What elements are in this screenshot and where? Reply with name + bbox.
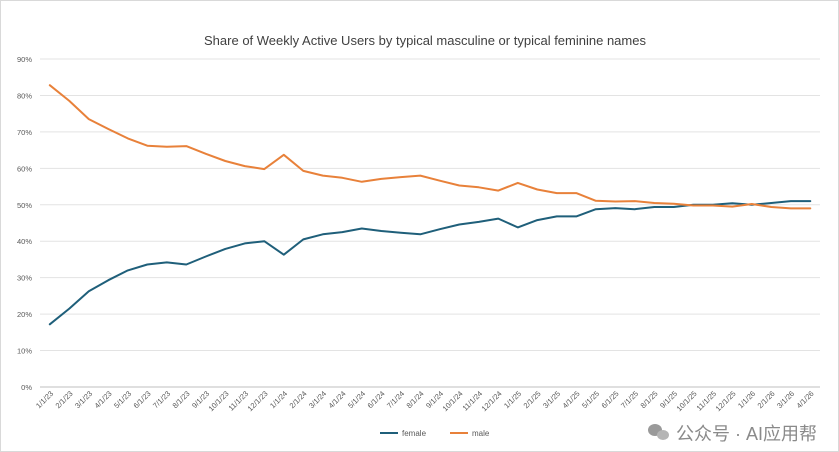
series-line-male [48, 84, 812, 210]
gridlines [40, 58, 820, 388]
chart-title: Share of Weekly Active Users by typical … [204, 33, 646, 48]
watermark: 公众号 · AI应用帮 [647, 420, 817, 446]
wechat-icon [647, 424, 670, 442]
y-tick-label: 0% [21, 383, 32, 392]
legend: female male [380, 429, 490, 438]
series-line-female [48, 200, 812, 326]
y-tick-label: 70% [17, 128, 32, 137]
y-axis: 0% 10% 20% 30% 40% 50% 60% 70% 80% 90% [17, 55, 32, 392]
y-tick-label: 60% [17, 164, 32, 173]
series-lines [48, 84, 812, 326]
y-tick-label: 20% [17, 310, 32, 319]
y-tick-label: 30% [17, 274, 32, 283]
legend-label-male: male [472, 429, 490, 438]
y-tick-label: 50% [17, 201, 32, 210]
y-tick-label: 10% [17, 347, 32, 356]
y-tick-label: 80% [17, 91, 32, 100]
watermark-text: 公众号 · AI应用帮 [675, 424, 817, 444]
y-tick-label: 40% [17, 237, 32, 246]
legend-label-female: female [402, 429, 427, 438]
y-tick-label: 90% [17, 55, 32, 64]
